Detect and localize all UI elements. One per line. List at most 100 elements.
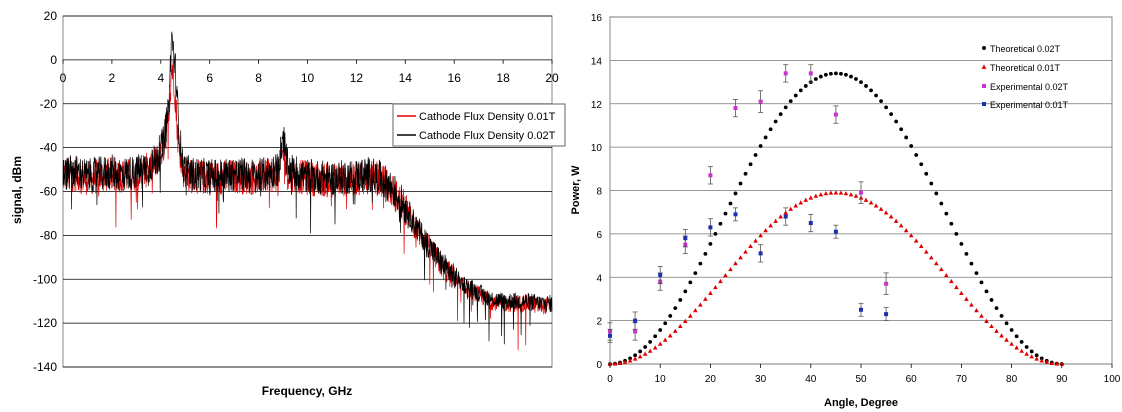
theoretical-002-point <box>723 211 728 216</box>
theoretical-002-point <box>924 171 929 176</box>
spectrum-x-tick-label: 10 <box>301 71 315 85</box>
theoretical-001-point <box>753 238 758 243</box>
theoretical-002-point <box>894 119 899 124</box>
theoretical-001-point <box>763 228 768 233</box>
theoretical-002-point <box>849 74 853 79</box>
power-x-tick-label: 50 <box>855 374 867 385</box>
experimental-002-point <box>758 99 763 104</box>
theoretical-002-point <box>768 127 773 132</box>
theoretical-001-point <box>863 197 869 202</box>
power-legend-marker-3 <box>982 102 986 106</box>
theoretical-001-point <box>1004 337 1009 342</box>
theoretical-001-point <box>1009 341 1014 346</box>
theoretical-002-point <box>959 242 964 246</box>
theoretical-001-point <box>918 243 924 249</box>
spectrum-legend-entry-1: Cathode Flux Density 0.02T <box>419 130 556 142</box>
theoretical-002-point <box>728 201 733 206</box>
theoretical-002-point <box>904 135 909 140</box>
theoretical-001-point <box>873 203 879 208</box>
theoretical-001-point <box>1054 361 1060 366</box>
theoretical-002-point <box>803 84 808 88</box>
power-y-tick-label: 14 <box>591 56 603 67</box>
theoretical-001-point <box>632 356 638 361</box>
theoretical-001-point <box>969 302 974 307</box>
experimental-001-point <box>808 221 813 226</box>
theoretical-002-point <box>693 271 698 276</box>
theoretical-001-point <box>607 361 613 366</box>
theoretical-001-point <box>868 200 874 205</box>
theoretical-001-point <box>903 228 909 233</box>
theoretical-001-point <box>979 313 984 318</box>
theoretical-002-point <box>989 298 994 302</box>
theoretical-001-point <box>994 328 999 333</box>
theoretical-002-point <box>974 271 979 276</box>
theoretical-002-point <box>663 321 668 326</box>
spectrum-series-1-line <box>62 31 553 345</box>
spectrum-x-tick-label: 4 <box>157 71 164 85</box>
theoretical-001-point <box>984 318 989 323</box>
theoretical-002-point <box>1034 353 1039 358</box>
theoretical-001-point <box>833 190 839 195</box>
theoretical-001-point <box>773 218 778 223</box>
theoretical-002-point <box>758 144 763 148</box>
theoretical-002-point <box>683 289 688 294</box>
theoretical-001-point <box>1029 354 1034 359</box>
theoretical-002-point <box>778 112 783 117</box>
theoretical-002-point <box>984 289 989 294</box>
experimental-001-point <box>884 312 889 317</box>
theoretical-001-point <box>934 261 939 266</box>
theoretical-001-point <box>733 261 738 266</box>
theoretical-002-point <box>839 71 843 76</box>
theoretical-001-point <box>908 233 914 238</box>
theoretical-001-point <box>723 272 728 278</box>
theoretical-002-point <box>994 306 999 311</box>
experimental-002-point <box>884 281 889 286</box>
theoretical-001-point <box>647 348 653 353</box>
theoretical-001-point <box>803 197 809 202</box>
theoretical-001-point <box>667 333 673 338</box>
theoretical-002-point <box>763 135 768 140</box>
theoretical-001-point <box>1034 356 1039 361</box>
theoretical-001-point <box>928 255 934 260</box>
theoretical-001-point <box>878 206 884 211</box>
theoretical-002-point <box>949 221 954 226</box>
power-x-tick-label: 20 <box>705 374 717 385</box>
spectrum-x-tick-label: 20 <box>545 71 559 85</box>
spectrum-y-axis-label: signal, dBm <box>10 156 24 224</box>
theoretical-002-point <box>929 181 934 186</box>
theoretical-002-point <box>648 340 653 344</box>
power-legend-marker-0 <box>982 46 986 50</box>
spectrum-legend-entry-0: Cathode Flux Density 0.01T <box>419 111 556 123</box>
theoretical-002-point <box>979 280 984 285</box>
theoretical-002-point <box>844 72 848 77</box>
power-legend-entry-0: Theoretical 0.02T <box>990 44 1061 54</box>
experimental-001-point <box>733 212 738 217</box>
theoretical-001-point <box>698 302 703 307</box>
power-legend: Theoretical 0.02T Theoretical 0.01T Expe… <box>981 44 1069 110</box>
power-legend-entry-2: Experimental 0.02T <box>990 82 1069 92</box>
theoretical-001-point <box>954 284 959 290</box>
theoretical-002-point <box>668 314 673 318</box>
theoretical-002-point <box>954 231 959 236</box>
theoretical-001-point <box>964 296 969 301</box>
theoretical-001-point <box>748 243 753 249</box>
spectrum-x-tick-label: 2 <box>109 71 116 85</box>
power-x-tick-label: 30 <box>755 374 767 385</box>
theoretical-001-point <box>974 308 979 313</box>
theoretical-002-point <box>713 231 718 236</box>
spectrum-y-tick-label: 0 <box>50 53 57 67</box>
theoretical-002-point <box>864 84 868 88</box>
theoretical-002-point <box>783 105 788 110</box>
theoretical-001-point <box>853 193 859 198</box>
experimental-002-point <box>783 71 788 76</box>
theoretical-001-point <box>999 333 1004 338</box>
theoretical-002-point <box>643 345 648 349</box>
theoretical-002-point <box>909 144 914 148</box>
theoretical-002-point <box>999 314 1004 318</box>
spectrum-x-tick-label: 0 <box>60 71 67 85</box>
theoretical-001-point <box>843 191 849 196</box>
power-y-tick-label: 10 <box>591 143 603 154</box>
spectrum-x-tick-label: 8 <box>255 71 262 85</box>
experimental-001-point <box>783 214 788 219</box>
theoretical-001-point <box>939 266 944 272</box>
